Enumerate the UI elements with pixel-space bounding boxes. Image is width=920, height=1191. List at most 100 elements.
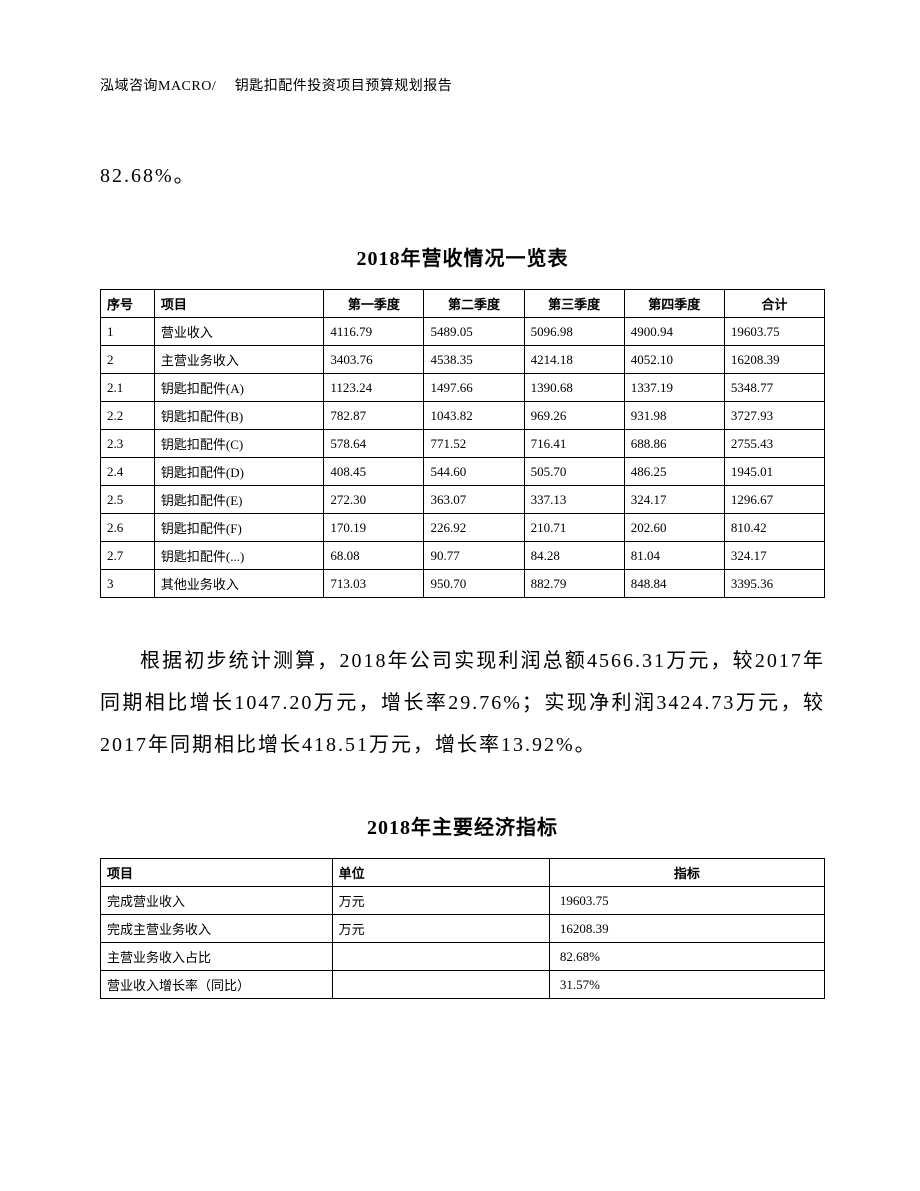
table-cell: 1337.19 — [624, 374, 724, 402]
table-cell: 950.70 — [424, 570, 524, 598]
table-cell: 3403.76 — [324, 346, 424, 374]
table-cell: 4900.94 — [624, 318, 724, 346]
table2-header-cell: 项目 — [101, 859, 333, 887]
table-cell: 4052.10 — [624, 346, 724, 374]
table-cell: 19603.75 — [724, 318, 824, 346]
table-cell: 2.7 — [101, 542, 155, 570]
table-cell: 90.77 — [424, 542, 524, 570]
table-cell: 2.4 — [101, 458, 155, 486]
table-cell: 2755.43 — [724, 430, 824, 458]
table-row: 2.3钥匙扣配件(C)578.64771.52716.41688.862755.… — [101, 430, 825, 458]
paragraph-text: 根据初步统计测算，2018年公司实现利润总额4566.31万元，较2017年同期… — [100, 640, 825, 766]
table-cell: 4538.35 — [424, 346, 524, 374]
table-cell: 31.57% — [549, 971, 824, 999]
table-row: 1营业收入4116.795489.055096.984900.9419603.7… — [101, 318, 825, 346]
table-cell: 5489.05 — [424, 318, 524, 346]
table-cell: 2.5 — [101, 486, 155, 514]
table-cell: 713.03 — [324, 570, 424, 598]
table1-header-cell: 项目 — [154, 290, 323, 318]
table-cell: 68.08 — [324, 542, 424, 570]
table-cell: 486.25 — [624, 458, 724, 486]
table-cell: 完成主营业务收入 — [101, 915, 333, 943]
table1-header-row: 序号 项目 第一季度 第二季度 第三季度 第四季度 合计 — [101, 290, 825, 318]
table-cell: 2.6 — [101, 514, 155, 542]
table-cell: 848.84 — [624, 570, 724, 598]
economic-indicators-table: 项目 单位 指标 完成营业收入万元19603.75完成主营业务收入万元16208… — [100, 858, 825, 999]
table2-header-row: 项目 单位 指标 — [101, 859, 825, 887]
table-cell: 3 — [101, 570, 155, 598]
table-row: 主营业务收入占比 82.68% — [101, 943, 825, 971]
table-cell: 3727.93 — [724, 402, 824, 430]
table-cell: 771.52 — [424, 430, 524, 458]
table-row: 2.4钥匙扣配件(D)408.45544.60505.70486.251945.… — [101, 458, 825, 486]
revenue-table: 序号 项目 第一季度 第二季度 第三季度 第四季度 合计 1营业收入4116.7… — [100, 289, 825, 598]
table-cell: 408.45 — [324, 458, 424, 486]
table-row: 3其他业务收入713.03950.70882.79848.843395.36 — [101, 570, 825, 598]
table-cell: 钥匙扣配件(...) — [154, 542, 323, 570]
table-cell: 2.2 — [101, 402, 155, 430]
table-cell: 钥匙扣配件(E) — [154, 486, 323, 514]
table-cell: 钥匙扣配件(B) — [154, 402, 323, 430]
table1-header-cell: 第二季度 — [424, 290, 524, 318]
table-cell: 营业收入增长率（同比） — [101, 971, 333, 999]
table-row: 2.6钥匙扣配件(F)170.19226.92210.71202.60810.4… — [101, 514, 825, 542]
table-cell: 1 — [101, 318, 155, 346]
table-cell: 810.42 — [724, 514, 824, 542]
table-cell: 363.07 — [424, 486, 524, 514]
table-cell: 3395.36 — [724, 570, 824, 598]
table-cell: 2.3 — [101, 430, 155, 458]
table-cell: 782.87 — [324, 402, 424, 430]
table-cell: 1945.01 — [724, 458, 824, 486]
table-cell: 544.60 — [424, 458, 524, 486]
table-cell: 81.04 — [624, 542, 724, 570]
table-cell: 4116.79 — [324, 318, 424, 346]
table-cell: 2.1 — [101, 374, 155, 402]
table-cell: 钥匙扣配件(A) — [154, 374, 323, 402]
top-body-text: 82.68%。 — [100, 155, 825, 197]
table-cell: 82.68% — [549, 943, 824, 971]
table-cell: 16208.39 — [724, 346, 824, 374]
table-cell — [332, 971, 549, 999]
table1-header-cell: 第四季度 — [624, 290, 724, 318]
table-row: 完成营业收入万元19603.75 — [101, 887, 825, 915]
table-cell: 1497.66 — [424, 374, 524, 402]
table-cell: 钥匙扣配件(C) — [154, 430, 323, 458]
table-cell: 84.28 — [524, 542, 624, 570]
table1-header-cell: 第一季度 — [324, 290, 424, 318]
table-row: 2.1钥匙扣配件(A)1123.241497.661390.681337.195… — [101, 374, 825, 402]
table-cell: 4214.18 — [524, 346, 624, 374]
table-row: 2.7钥匙扣配件(...)68.0890.7784.2881.04324.17 — [101, 542, 825, 570]
table-row: 完成主营业务收入万元16208.39 — [101, 915, 825, 943]
table-cell: 万元 — [332, 887, 549, 915]
table-cell: 170.19 — [324, 514, 424, 542]
table-cell: 16208.39 — [549, 915, 824, 943]
table-cell: 主营业务收入占比 — [101, 943, 333, 971]
table-row: 2.5钥匙扣配件(E)272.30363.07337.13324.171296.… — [101, 486, 825, 514]
table-cell: 210.71 — [524, 514, 624, 542]
table-cell: 其他业务收入 — [154, 570, 323, 598]
table1-header-cell: 第三季度 — [524, 290, 624, 318]
table2-header-cell: 指标 — [549, 859, 824, 887]
table-cell: 1043.82 — [424, 402, 524, 430]
table2-title: 2018年主要经济指标 — [100, 811, 825, 840]
table-cell — [332, 943, 549, 971]
table-cell: 882.79 — [524, 570, 624, 598]
table-cell: 钥匙扣配件(F) — [154, 514, 323, 542]
table2-header-cell: 单位 — [332, 859, 549, 887]
table-cell: 337.13 — [524, 486, 624, 514]
table-row: 营业收入增长率（同比） 31.57% — [101, 971, 825, 999]
table-cell: 1390.68 — [524, 374, 624, 402]
table-cell: 万元 — [332, 915, 549, 943]
table-row: 2.2钥匙扣配件(B)782.871043.82969.26931.983727… — [101, 402, 825, 430]
table1-header-cell: 序号 — [101, 290, 155, 318]
page-header: 泓域咨询MACRO/ 钥匙扣配件投资项目预算规划报告 — [100, 75, 825, 95]
table1-title: 2018年营收情况一览表 — [100, 242, 825, 271]
table-cell: 324.17 — [724, 542, 824, 570]
table-cell: 226.92 — [424, 514, 524, 542]
table-cell: 5348.77 — [724, 374, 824, 402]
table-row: 2主营业务收入3403.764538.354214.184052.1016208… — [101, 346, 825, 374]
table-cell: 688.86 — [624, 430, 724, 458]
table-cell: 202.60 — [624, 514, 724, 542]
table-cell: 1123.24 — [324, 374, 424, 402]
table-cell: 19603.75 — [549, 887, 824, 915]
